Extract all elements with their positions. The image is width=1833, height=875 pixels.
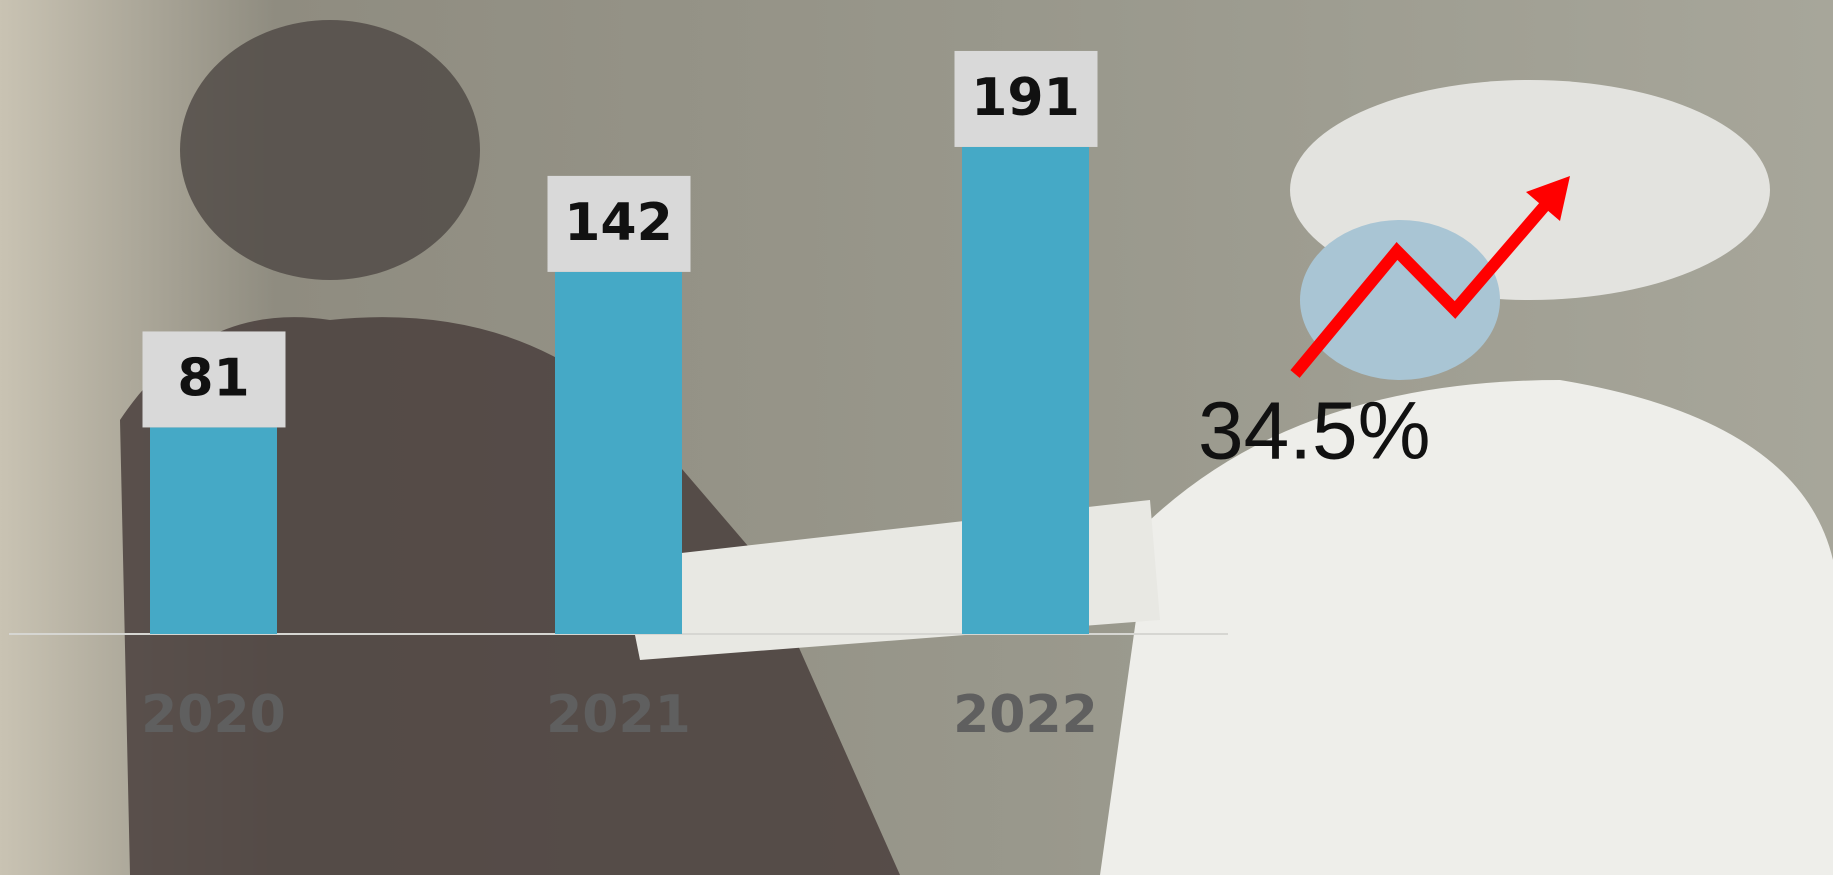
x-tick-label: 2020 bbox=[141, 685, 286, 745]
x-tick-label: 2021 bbox=[546, 685, 691, 745]
value-label: 81 bbox=[177, 348, 249, 408]
annotation-text: 34.5% bbox=[1198, 386, 1431, 477]
bar bbox=[962, 147, 1089, 634]
bar bbox=[150, 427, 277, 634]
chart: 34.5% 81 2020 142 2021 191 2022 bbox=[0, 0, 1833, 875]
value-label: 142 bbox=[564, 193, 673, 253]
x-tick-label: 2022 bbox=[953, 685, 1098, 745]
value-label: 191 bbox=[971, 68, 1080, 128]
page: 34.5% 81202014220211912022 (() => { cons… bbox=[0, 0, 1833, 875]
bar bbox=[555, 272, 682, 634]
